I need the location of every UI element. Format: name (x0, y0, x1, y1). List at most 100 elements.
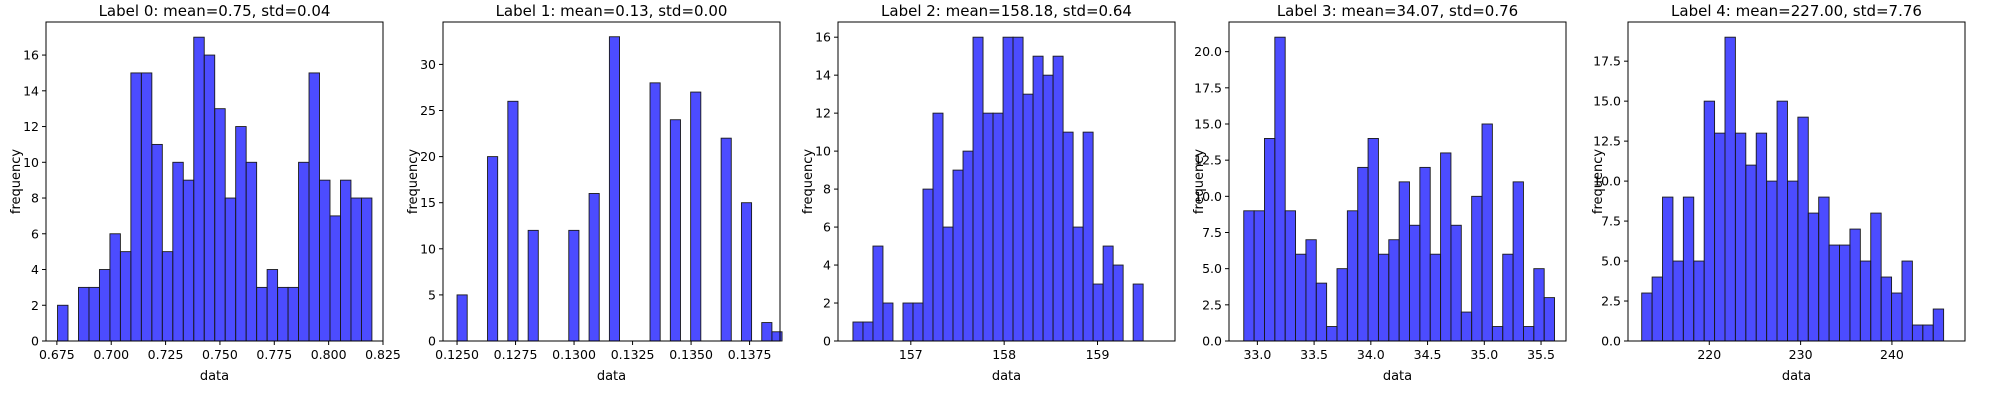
x-tick-label: 157 (899, 347, 923, 362)
histogram-bar (972, 36, 984, 342)
histogram-bar (882, 302, 894, 342)
histogram-bar (952, 169, 964, 342)
y-tick-label: 30 (420, 57, 436, 72)
histogram-bar (1491, 326, 1504, 342)
subplot-label-3: Label 3: mean=34.07, std=0.76 33.0 33.5 34.… (1192, 2, 1567, 384)
histogram-bar (1839, 244, 1851, 342)
histogram-bar (669, 119, 681, 342)
histogram-bar (1295, 253, 1307, 342)
y-tick-label: 0.0 (1202, 334, 1222, 349)
histogram-bar (568, 229, 580, 342)
histogram-bar (1672, 260, 1684, 342)
histogram-bar (340, 179, 352, 342)
histogram-bar (1440, 152, 1452, 342)
x-axis-label: data (200, 369, 229, 384)
histogram-bar (1132, 283, 1144, 342)
y-tick-label: 2.5 (1601, 294, 1621, 309)
x-tick-label: 0.1300 (552, 347, 596, 362)
histogram-bar (308, 72, 320, 342)
histogram-bar (862, 321, 874, 342)
histogram-bar (527, 229, 539, 342)
y-tick-label: 6 (31, 226, 39, 241)
y-tick-label: 8 (31, 191, 39, 206)
x-tick-label: 35.0 (1470, 347, 1498, 362)
histogram-bar (78, 286, 90, 342)
x-axis-label: data (1383, 369, 1412, 384)
histogram-bar (1253, 210, 1265, 342)
y-tick-label: 20 (420, 149, 436, 164)
y-tick-label: 20.0 (1194, 44, 1222, 59)
y-tick-label: 10 (815, 144, 831, 159)
histogram-bar (1112, 264, 1124, 342)
y-tick-label: 8 (823, 182, 831, 197)
histogram-bar (1032, 55, 1044, 342)
x-tick-label: 230 (1789, 347, 1813, 362)
histogram-bar (193, 36, 205, 342)
histogram-bar (507, 100, 519, 342)
y-axis-label: frequency (406, 149, 421, 215)
y-tick-label: 25 (420, 103, 436, 118)
x-tick-label: 35.5 (1527, 347, 1555, 362)
histogram-bar (902, 302, 914, 342)
x-tick-label: 0.1325 (611, 347, 655, 362)
histogram-bar (1102, 245, 1114, 342)
histogram-bar (1901, 260, 1913, 342)
y-tick-label: 2.5 (1202, 297, 1222, 312)
histogram-bar (203, 54, 216, 342)
histogram-bar (1305, 239, 1317, 342)
histogram-bar (487, 156, 499, 342)
histogram-bar (1092, 283, 1104, 342)
y-tick-label: 5.0 (1601, 254, 1621, 269)
histogram-bar (1367, 138, 1379, 342)
histogram-bar (1042, 74, 1054, 342)
x-tick-label: 0.1275 (494, 347, 538, 362)
histogram-bar (1787, 180, 1799, 342)
x-tick-label: 0.800 (311, 347, 347, 362)
histogram-bar (1932, 308, 1945, 342)
x-tick-label: 33.5 (1300, 347, 1328, 362)
histogram-bar (151, 143, 163, 342)
histogram-bar (912, 302, 924, 342)
y-tick-label: 17.5 (1593, 54, 1621, 69)
y-tick-label: 16 (815, 30, 831, 45)
histogram-bar (109, 233, 121, 342)
histogram-bar (1807, 212, 1820, 342)
histogram-bar (942, 226, 954, 342)
histogram-bar (1450, 224, 1462, 342)
histogram-bar (1776, 100, 1788, 342)
histogram-bar (245, 161, 258, 342)
x-tick-label: 0.750 (202, 347, 238, 362)
histogram-bar (1315, 282, 1328, 342)
histogram-bar (1502, 253, 1514, 342)
histogram-bar (1072, 226, 1084, 342)
histogram-bar (992, 112, 1004, 342)
histogram-bar (1336, 268, 1348, 342)
histogram-bar (852, 321, 864, 342)
x-tick-label: 33.0 (1243, 347, 1271, 362)
histogram-bar (256, 286, 268, 342)
histogram-bar (1082, 131, 1094, 342)
histogram-bar (1346, 210, 1359, 342)
y-tick-label: 12 (815, 106, 831, 121)
histogram-bar (1409, 224, 1421, 342)
x-tick-label: 0.725 (148, 347, 184, 362)
histogram-bar (1734, 132, 1747, 342)
histogram-bar (872, 245, 884, 342)
histogram-bar (1641, 292, 1653, 342)
histogram-bar (1849, 228, 1861, 342)
histogram-bar (1533, 268, 1545, 342)
histogram-bar (88, 286, 100, 342)
histogram-bar (329, 215, 341, 342)
y-tick-label: 15 (420, 195, 436, 210)
histogram-bar (1264, 138, 1276, 342)
histogram-bar (1662, 196, 1674, 342)
x-tick-label: 0.1250 (435, 347, 479, 362)
histogram-bar (1797, 116, 1809, 342)
y-tick-label: 10.0 (1593, 174, 1621, 189)
histogram-bar (1922, 324, 1934, 342)
histogram-bar (740, 202, 753, 342)
y-tick-label: 12 (23, 119, 39, 134)
histogram-bar (1284, 210, 1296, 342)
histogram-bar (982, 112, 994, 342)
histogram-bar (1682, 196, 1695, 342)
